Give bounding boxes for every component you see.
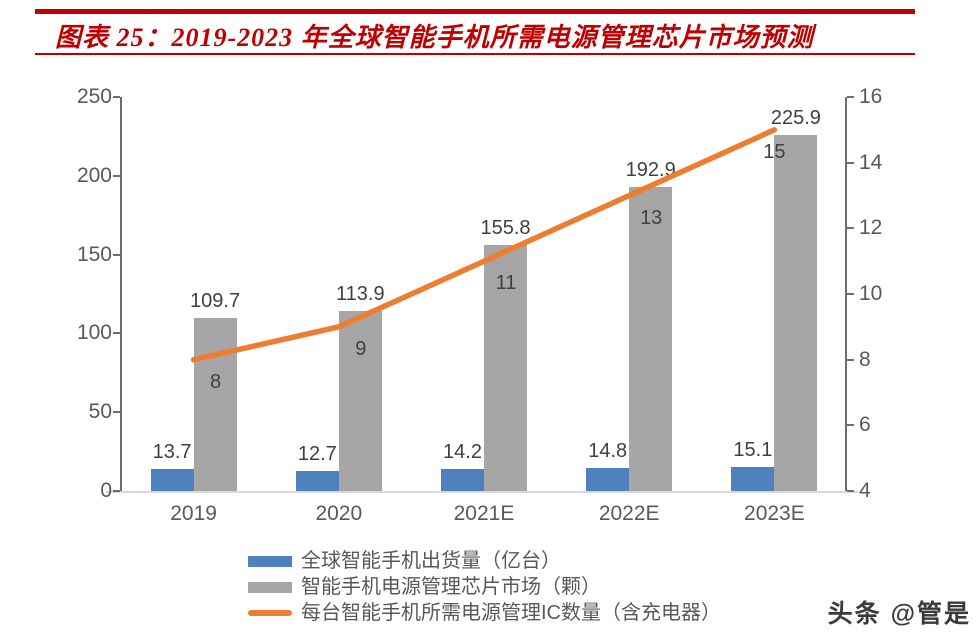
- legend-item: 每台智能手机所需电源管理IC数量（含充电器）: [248, 600, 721, 626]
- bar-shipments: [441, 468, 484, 491]
- legend-label: 智能手机电源管理芯片市场（颗）: [301, 576, 601, 598]
- bar-data-label: 15.1: [733, 439, 773, 462]
- y-axis-right-tick: [847, 490, 854, 492]
- y-axis-right-line: [845, 97, 847, 491]
- legend-bar-swatch: [248, 555, 292, 567]
- bar-data-label: 225.9: [770, 106, 821, 129]
- watermark: 头条 @管是: [827, 600, 971, 628]
- bar-chip-market: [774, 134, 818, 491]
- x-axis-label: 2019: [170, 502, 217, 525]
- x-axis-label: 2021E: [453, 502, 515, 525]
- legend-item: 全球智能手机出货量（亿台）: [248, 548, 721, 574]
- y-axis-left-tick: [113, 332, 120, 335]
- y-axis-left-line: [120, 97, 122, 491]
- y-axis-right-tick-label: 8: [859, 347, 871, 371]
- y-axis-right-tick-label: 10: [859, 282, 883, 305]
- bar-shipments: [731, 467, 775, 491]
- legend-item: 智能手机电源管理芯片市场（颗）: [248, 574, 721, 600]
- y-axis-right-tick-label: 14: [859, 150, 883, 174]
- y-axis-left-tick-label: 100: [76, 321, 112, 345]
- y-axis-right-tick-label: 4: [859, 479, 871, 502]
- line-point-label: 9: [355, 337, 367, 360]
- y-axis-right-tick: [847, 96, 854, 98]
- bar-data-label: 192.9: [625, 158, 676, 181]
- bar-data-label: 14.8: [588, 439, 628, 462]
- bar-chip-market: [629, 186, 673, 491]
- y-axis-right-tick: [847, 358, 854, 361]
- y-axis-left-tick-label: 150: [76, 242, 112, 266]
- bar-data-label: 13.7: [152, 441, 192, 464]
- y-axis-right-tick: [847, 161, 854, 164]
- y-axis-right-tick-label: 6: [859, 413, 871, 437]
- y-axis-left-tick-label: 250: [76, 85, 112, 108]
- x-axis-label: 2023E: [744, 502, 805, 525]
- x-axis-line: [106, 491, 858, 493]
- title-rule-top: [35, 9, 915, 14]
- x-axis-label: 2022E: [598, 502, 660, 525]
- line-point-label: 8: [210, 370, 222, 393]
- y-axis-left-tick: [113, 253, 120, 256]
- bar-shipments: [150, 469, 194, 491]
- y-axis-right-tick-label: 16: [859, 85, 883, 108]
- line-point-label: 11: [495, 272, 517, 295]
- legend: 全球智能手机出货量（亿台） 智能手机电源管理芯片市场（颗） 每台智能手机所需电源管理…: [248, 548, 721, 626]
- y-axis-left-tick: [113, 490, 120, 492]
- bar-data-label: 155.8: [480, 217, 531, 240]
- y-axis-left-tick: [113, 96, 120, 98]
- bar-data-label: 12.7: [297, 442, 337, 465]
- bar-data-label: 14.2: [443, 440, 482, 463]
- x-axis-label: 2020: [315, 502, 363, 525]
- bar-shipments: [295, 470, 339, 491]
- line-point-label: 13: [640, 206, 663, 229]
- bar-data-label: 109.7: [190, 290, 241, 313]
- legend-label: 全球智能手机出货量（亿台）: [301, 550, 561, 572]
- y-axis-right-tick: [847, 424, 854, 427]
- legend-label: 每台智能手机所需电源管理IC数量（含充电器）: [301, 602, 721, 624]
- y-axis-left-tick-label: 200: [76, 163, 112, 187]
- bar-shipments: [586, 467, 630, 491]
- title-rule-bottom: [35, 53, 915, 55]
- legend-line-swatch: [248, 610, 292, 616]
- legend-bar-swatch: [248, 581, 292, 593]
- line-point-label: 15: [763, 140, 786, 163]
- y-axis-right-tick: [847, 227, 854, 230]
- bar-chip-market: [193, 318, 237, 491]
- y-axis-left-tick: [113, 411, 120, 414]
- y-axis-left-tick: [113, 174, 120, 177]
- y-axis-right-tick-label: 12: [859, 216, 883, 240]
- y-axis-left-tick-label: 0: [100, 479, 112, 502]
- y-axis-right-tick: [847, 293, 854, 295]
- chart-title: 图表 25：2019-2023 年全球智能手机所需电源管理芯片市场预测: [55, 23, 814, 52]
- bar-data-label: 113.9: [336, 283, 385, 306]
- y-axis-left-tick-label: 50: [88, 400, 112, 424]
